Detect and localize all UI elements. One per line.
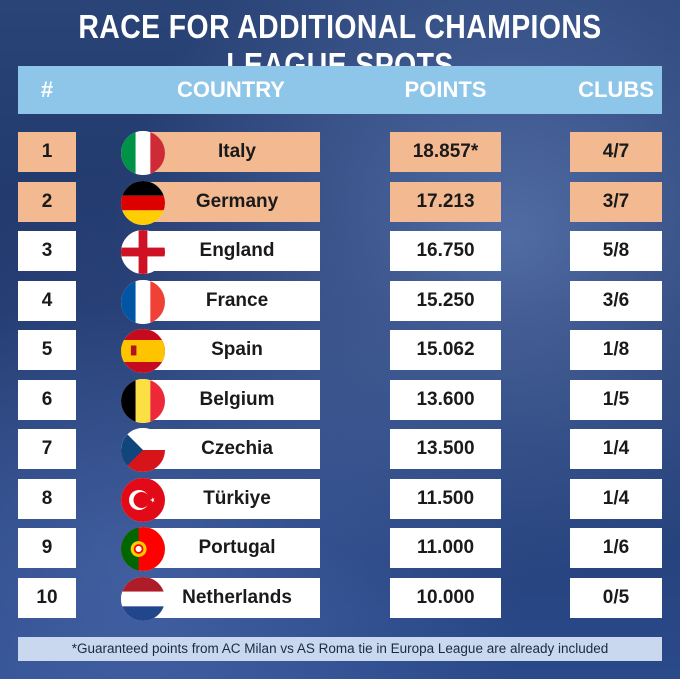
table-row: 7 Czechia 13.500 1/4 <box>0 428 680 472</box>
table-row: 5 Spain 15.062 1/8 <box>0 329 680 373</box>
table-row: 4 France 15.250 3/6 <box>0 279 680 324</box>
spain-flag-icon <box>121 329 165 373</box>
country-cell: Italy <box>142 132 320 172</box>
points-cell: 13.500 <box>390 429 501 469</box>
table-row: 3 England 16.750 5/8 <box>0 230 680 274</box>
italy-flag-icon <box>121 131 165 175</box>
rank-cell: 3 <box>18 231 76 271</box>
clubs-cell: 1/6 <box>570 528 662 568</box>
header-country: COUNTRY <box>177 77 285 102</box>
clubs-cell: 1/8 <box>570 330 662 370</box>
country-cell: Netherlands <box>142 577 320 618</box>
czechia-flag-icon <box>121 428 165 472</box>
clubs-cell: 1/4 <box>570 478 662 519</box>
rank-cell: 4 <box>18 280 76 321</box>
country-cell: England <box>142 231 320 271</box>
points-cell: 10.000 <box>390 577 501 618</box>
netherlands-flag-icon <box>121 576 165 621</box>
rank-cell: 1 <box>18 132 76 172</box>
rank-cell: 6 <box>18 379 76 420</box>
table-row: 6 Belgium 13.600 1/5 <box>0 378 680 423</box>
points-cell: 13.600 <box>390 379 501 420</box>
points-cell: 17.213 <box>390 181 501 222</box>
england-flag-icon <box>121 230 165 274</box>
clubs-cell: 4/7 <box>570 132 662 172</box>
belgium-flag-icon <box>121 378 165 423</box>
points-cell: 18.857* <box>390 132 501 172</box>
header-clubs: CLUBS <box>578 77 654 102</box>
page-title: RACE FOR ADDITIONAL CHAMPIONS LEAGUE SPO… <box>78 8 602 83</box>
table-header: # COUNTRY POINTS CLUBS <box>18 66 662 114</box>
clubs-cell: 1/4 <box>570 429 662 469</box>
table-row: 1 Italy 18.857* 4/7 <box>0 131 680 175</box>
clubs-cell: 1/5 <box>570 379 662 420</box>
country-cell: Spain <box>142 330 320 370</box>
country-cell: Czechia <box>142 429 320 469</box>
turkiye-flag-icon <box>121 477 165 522</box>
france-flag-icon <box>121 279 165 324</box>
rank-cell: 9 <box>18 528 76 568</box>
table-row: 10 Netherlands 10.000 0/5 <box>0 576 680 621</box>
clubs-cell: 5/8 <box>570 231 662 271</box>
portugal-flag-icon <box>121 527 165 571</box>
points-cell: 15.250 <box>390 280 501 321</box>
country-cell: Türkiye <box>142 478 320 519</box>
clubs-cell: 3/7 <box>570 181 662 222</box>
points-cell: 15.062 <box>390 330 501 370</box>
points-cell: 16.750 <box>390 231 501 271</box>
rank-cell: 7 <box>18 429 76 469</box>
country-cell: Germany <box>142 181 320 222</box>
points-cell: 11.000 <box>390 528 501 568</box>
clubs-cell: 3/6 <box>570 280 662 321</box>
footnote: *Guaranteed points from AC Milan vs AS R… <box>18 637 662 661</box>
rank-cell: 8 <box>18 478 76 519</box>
points-cell: 11.500 <box>390 478 501 519</box>
country-cell: Portugal <box>142 528 320 568</box>
table-row: 2 Germany 17.213 3/7 <box>0 180 680 225</box>
clubs-cell: 0/5 <box>570 577 662 618</box>
country-cell: Belgium <box>142 379 320 420</box>
rank-cell: 10 <box>18 577 76 618</box>
country-cell: France <box>142 280 320 321</box>
table-row: 8 Türkiye 11.500 1/4 <box>0 477 680 522</box>
header-rank: # <box>40 77 54 102</box>
rank-cell: 2 <box>18 181 76 222</box>
header-points: POINTS <box>404 77 487 102</box>
germany-flag-icon <box>121 180 165 225</box>
rank-cell: 5 <box>18 330 76 370</box>
table-row: 9 Portugal 11.000 1/6 <box>0 527 680 571</box>
